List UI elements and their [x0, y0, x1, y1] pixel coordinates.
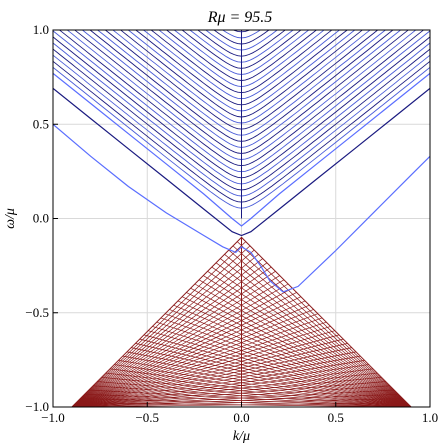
hatch-line — [181, 296, 412, 407]
hatch-line — [71, 402, 407, 407]
hatch-line — [71, 309, 314, 407]
data-regions — [53, 30, 430, 407]
hatch-line — [186, 292, 412, 407]
hatch-line — [71, 266, 272, 407]
y-tick-label: 1.0 — [33, 22, 49, 37]
hatch-line — [228, 249, 412, 407]
hatch-line — [71, 398, 403, 407]
hatch-line — [237, 241, 412, 407]
hatch-line — [169, 309, 412, 407]
hatch-line — [71, 355, 361, 407]
hatch-line — [71, 368, 374, 407]
y-tick-label: 0.5 — [33, 116, 49, 131]
hatch-line — [156, 321, 412, 407]
hatch-line — [160, 317, 412, 407]
hatch-line — [203, 275, 412, 407]
hatch-line — [190, 287, 412, 407]
x-axis-title: k/μ — [233, 429, 250, 444]
chart-title: Rμ = 95.5 — [207, 9, 273, 26]
hatch-line — [71, 393, 399, 407]
y-tick-label: 0.0 — [33, 211, 49, 226]
x-tick-label: 0.0 — [233, 410, 249, 425]
hatch-line — [211, 266, 412, 407]
hatch-line — [71, 296, 302, 407]
y-tick-label: −1.0 — [25, 399, 49, 414]
hatch-line — [71, 347, 352, 407]
axis-ticks: −1.0 −0.5 0.0 0.5 1.0 −1.0 −0.5 0.0 0.5 1.0 — [25, 22, 438, 425]
hatch-line — [105, 372, 412, 407]
hatch-line — [88, 389, 412, 407]
hatch-line — [198, 279, 412, 407]
hatch-line — [71, 249, 255, 407]
y-axis-title: ω/μ — [3, 208, 18, 229]
hatch-line — [71, 330, 335, 407]
hatch-line — [122, 355, 412, 407]
hatch-line — [84, 393, 412, 407]
hatch-line — [71, 287, 293, 407]
y-tick-label: −0.5 — [25, 305, 49, 320]
x-tick-label: 1.0 — [422, 410, 438, 425]
hatch-line — [148, 330, 412, 407]
series-line — [53, 87, 430, 237]
x-tick-label: 0.5 — [328, 410, 344, 425]
hatch-line — [71, 262, 268, 407]
x-tick-label: −0.5 — [135, 410, 159, 425]
x-tick-label: −1.0 — [41, 410, 65, 425]
hatch-line — [71, 351, 357, 407]
hatch-line — [109, 368, 412, 407]
hatch-line — [71, 292, 297, 407]
hatch-line — [71, 275, 280, 407]
series-line — [53, 72, 430, 227]
hatch-line — [97, 381, 412, 407]
hatch-line — [215, 262, 412, 407]
hatch-line — [71, 372, 378, 407]
hatch-line — [71, 241, 246, 407]
hatch-line — [152, 326, 412, 407]
hatch-line — [71, 381, 386, 407]
hatch-line — [126, 351, 412, 407]
hatch-line — [71, 300, 306, 407]
hatch-line — [71, 279, 285, 407]
hatch-line — [71, 389, 395, 407]
hatch-line — [71, 326, 331, 407]
hatch-line — [71, 321, 327, 407]
hatch-line — [71, 317, 323, 407]
series-line — [53, 123, 430, 293]
hatch-line — [131, 347, 412, 407]
data-series — [53, 72, 430, 293]
hatch-line — [177, 300, 412, 407]
